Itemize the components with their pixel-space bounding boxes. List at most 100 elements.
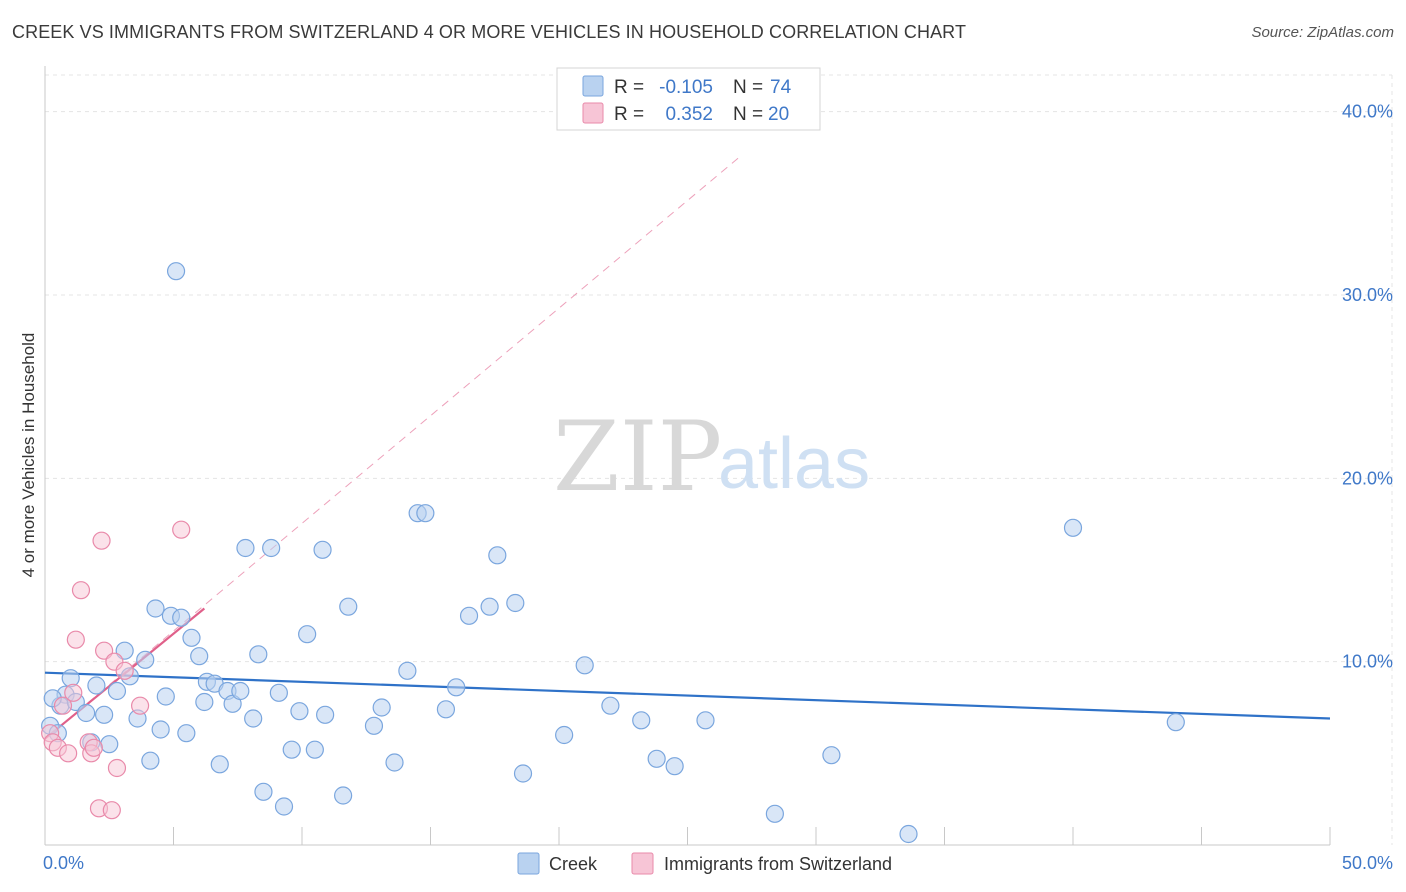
point-creek [298, 625, 317, 644]
point-swiss [115, 661, 134, 680]
point-creek [488, 546, 507, 565]
point-swiss [130, 696, 150, 715]
point-creek [364, 716, 384, 735]
series-legend-label-creek: Creek [549, 854, 598, 874]
point-creek [480, 597, 499, 616]
grid-lines [45, 74, 1393, 845]
axes [44, 66, 1331, 846]
y-tick-label: 40.0% [1342, 102, 1393, 122]
point-creek [575, 656, 594, 675]
point-creek [696, 711, 715, 730]
point-creek [436, 700, 456, 719]
point-creek [269, 683, 288, 702]
point-creek [899, 824, 918, 844]
point-creek [177, 724, 196, 743]
point-swiss [64, 683, 83, 702]
legend-r-value-creek: -0.105 [659, 77, 713, 98]
point-swiss [92, 531, 111, 550]
point-creek [182, 628, 201, 647]
point-creek [665, 757, 684, 776]
series-legend-label-swiss: Immigrants from Switzerland [664, 854, 892, 874]
point-creek [107, 681, 127, 701]
y-tick-label: 10.0% [1342, 652, 1393, 672]
point-creek [262, 538, 281, 558]
point-swiss [53, 696, 73, 715]
point-creek [254, 782, 273, 801]
point-creek [601, 696, 620, 715]
point-creek [156, 687, 175, 706]
point-creek [95, 705, 114, 724]
point-creek [282, 740, 301, 759]
point-creek [1166, 713, 1185, 732]
legend-r-label-swiss: R = [614, 104, 644, 125]
legend-n-label-creek: N = [733, 77, 763, 98]
series-legend-swatch-creek [517, 852, 540, 875]
tick-labels: 10.0% 20.0% 30.0% 40.0% 0.0% 50.0% [43, 102, 1393, 873]
legend-n-value-creek: 74 [770, 77, 792, 98]
point-swiss [66, 630, 85, 649]
point-creek [555, 725, 574, 745]
correlation-legend: R = -0.105 N = 74 R = 0.352 N = 20 [556, 67, 821, 131]
legend-n-label-swiss: N = [733, 104, 763, 125]
series-legend-swatch-swiss [631, 852, 654, 875]
point-creek [334, 786, 353, 805]
point-swiss [107, 758, 127, 778]
point-creek [210, 755, 229, 774]
point-creek [506, 593, 525, 613]
series-legend: Creek Immigrants from Switzerland [517, 852, 892, 875]
point-creek [146, 599, 165, 618]
point-creek [459, 606, 479, 625]
point-creek [385, 753, 404, 772]
point-creek [100, 735, 119, 754]
point-creek [513, 764, 533, 783]
trend-extension-swiss [44, 157, 740, 740]
legend-swatch-swiss [582, 102, 604, 124]
point-creek [231, 681, 250, 701]
point-swiss [172, 520, 191, 539]
chart-title: CREEK VS IMMIGRANTS FROM SWITZERLAND 4 O… [12, 22, 967, 42]
point-creek [77, 703, 96, 723]
point-creek [136, 650, 155, 669]
point-creek [822, 746, 841, 765]
point-creek [87, 676, 106, 695]
point-creek [398, 661, 417, 680]
x-tick-label: 0.0% [43, 853, 84, 873]
point-creek [249, 645, 268, 664]
point-creek [190, 647, 209, 666]
data-points [41, 262, 1185, 844]
point-creek [274, 797, 294, 816]
point-creek [1063, 518, 1083, 537]
watermark: ZIP atlas [553, 401, 870, 513]
watermark-zip: ZIP [553, 401, 722, 513]
y-tick-label: 20.0% [1342, 468, 1393, 488]
point-creek [236, 538, 255, 558]
chart-source: Source: ZipAtlas.com [1251, 24, 1394, 41]
legend-r-value-swiss: 0.352 [665, 104, 713, 125]
point-creek [313, 540, 332, 559]
point-creek [632, 711, 651, 730]
point-creek [195, 692, 214, 712]
point-creek [647, 749, 666, 768]
x-tick-label: 50.0% [1342, 853, 1393, 873]
point-creek [416, 504, 435, 523]
point-swiss [84, 738, 103, 757]
trend-line-creek [44, 671, 1331, 720]
point-creek [166, 262, 186, 281]
legend-n-value-swiss: 20 [768, 104, 789, 125]
y-axis-title: 4 or more Vehicles in Household [19, 333, 38, 578]
point-creek [339, 597, 358, 616]
point-creek [172, 608, 191, 627]
point-creek [305, 740, 324, 759]
point-creek [290, 702, 309, 721]
legend-r-label-creek: R = [614, 77, 644, 98]
point-swiss [71, 581, 91, 600]
point-creek [372, 698, 391, 717]
point-creek [244, 709, 263, 728]
point-creek [141, 751, 160, 770]
point-swiss [59, 744, 78, 763]
point-creek [765, 804, 784, 823]
point-creek [151, 720, 170, 739]
point-creek [316, 705, 335, 724]
legend-swatch-creek [582, 75, 604, 97]
